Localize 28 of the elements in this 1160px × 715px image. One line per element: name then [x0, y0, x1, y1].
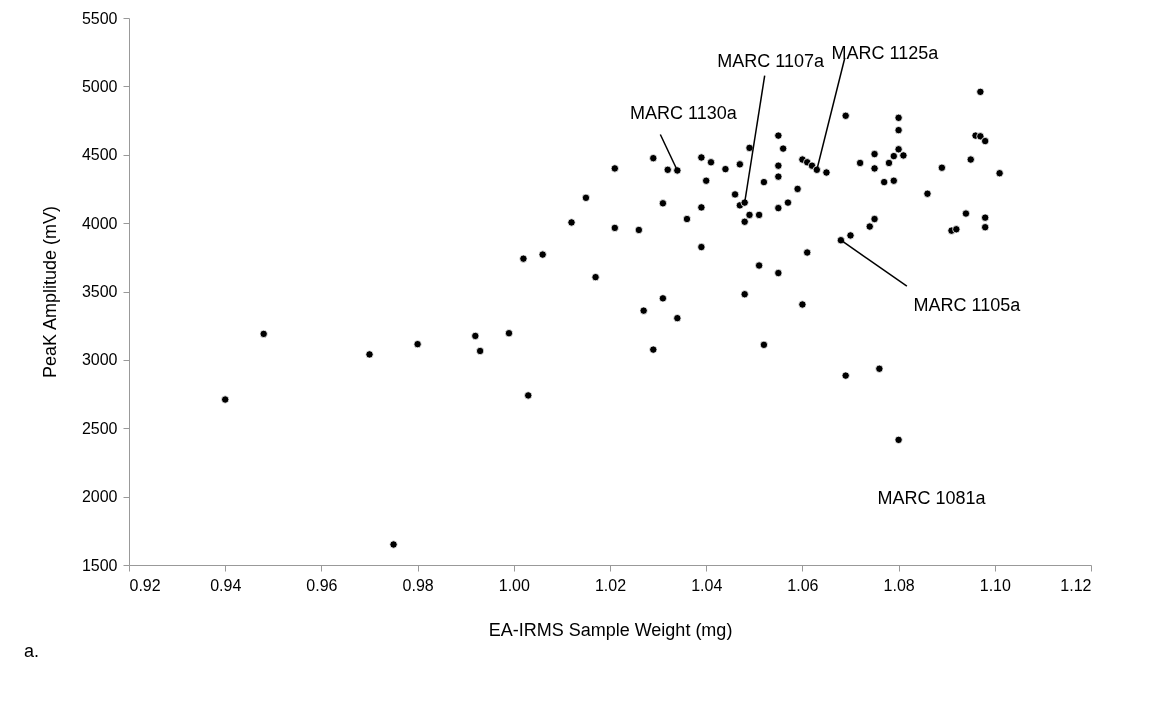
- y-tick-label: 3500: [81, 283, 118, 300]
- annotation: MARC 1105a: [913, 295, 1022, 316]
- y-tick-label: 5000: [81, 77, 118, 95]
- y-tick-label: 2500: [81, 419, 118, 437]
- annotation: MARC 1107a: [717, 50, 826, 71]
- x-tick-label: 0.98: [402, 576, 434, 594]
- y-tick-label: 2000: [81, 488, 118, 506]
- x-tick-label: 1.08: [883, 576, 915, 594]
- x-tick-label: 1.06: [787, 576, 819, 594]
- x-tick-label: 0.94: [210, 576, 242, 594]
- x-tick-label: 1.02: [594, 576, 627, 594]
- x-tick-label: 1.12: [1060, 576, 1092, 594]
- annotation: MARC 1130a: [629, 103, 738, 124]
- annotation: MARC 1125a: [831, 42, 940, 63]
- y-tick-label: 3000: [81, 351, 118, 369]
- x-tick-label: 1.04: [691, 576, 723, 594]
- y-axis-title: PeaK Amplitude (mV): [39, 205, 60, 379]
- x-axis-title: EA-IRMS Sample Weight (mg): [488, 619, 733, 640]
- y-tick-label: 5500: [81, 9, 118, 27]
- y-tick-label: 4000: [81, 214, 118, 232]
- text: a.: [24, 641, 40, 661]
- y-tick-label: 4500: [81, 146, 118, 164]
- x-tick-label: 0.92: [129, 576, 161, 594]
- annotation: MARC 1081a: [877, 487, 987, 508]
- x-tick-label: 1.10: [979, 576, 1011, 594]
- x-tick-label: 0.96: [306, 576, 338, 594]
- x-tick-label: 1.00: [498, 576, 530, 594]
- y-tick-label: 1500: [81, 556, 118, 574]
